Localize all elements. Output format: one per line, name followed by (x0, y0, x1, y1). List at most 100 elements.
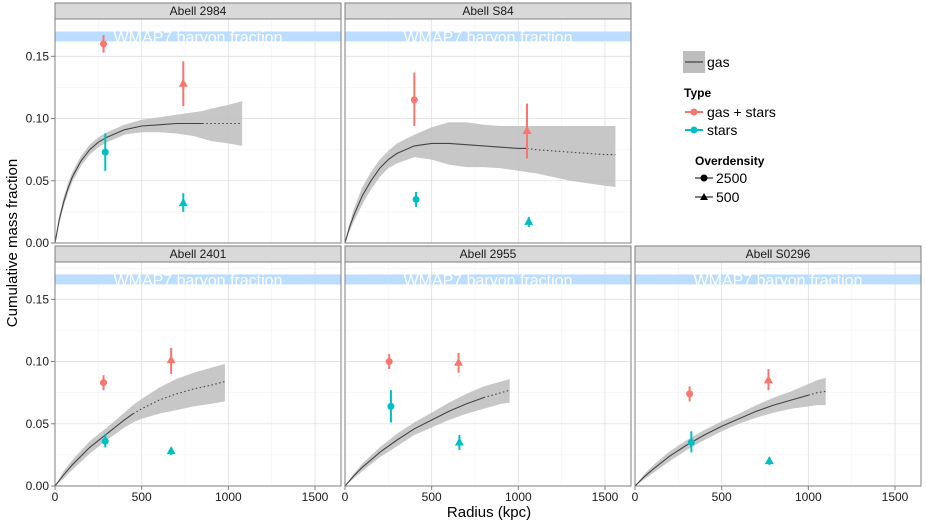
gas-ribbon (55, 101, 243, 243)
wmap7-band-label: WMAP7 baryon fraction (114, 29, 283, 46)
x-axis-title: Radius (kpc) (447, 504, 531, 521)
wmap7-band-label: WMAP7 baryon fraction (114, 272, 283, 289)
y-tick-label: 0.10 (26, 355, 50, 369)
legend-type-title: Type (684, 86, 711, 100)
panel-border (344, 261, 632, 487)
legend: gas Type gas + stars stars Overdensity 2… (683, 51, 776, 205)
legend-overdensity-500-label: 500 (716, 189, 740, 205)
point-gas-stars-500 (166, 355, 176, 364)
y-tick-label: 0.05 (26, 417, 50, 431)
panel-border (634, 261, 922, 487)
y-tick-label: 0.00 (26, 236, 50, 250)
point-gas-stars-500 (763, 375, 773, 384)
legend-type-gas-stars: gas + stars (685, 104, 776, 120)
x-tick-label: 1500 (302, 490, 329, 504)
wmap7-band (635, 274, 921, 285)
x-tick-label: 1000 (215, 490, 242, 504)
panel-title: Abell S0296 (746, 247, 811, 261)
panel-border (344, 18, 632, 244)
x-tick-label: 500 (132, 490, 152, 504)
point-gas-stars-500 (178, 78, 188, 87)
point-stars-2500 (387, 402, 395, 410)
x-tick-label: 1000 (505, 490, 532, 504)
wmap7-band (345, 274, 631, 285)
legend-overdensity-500-triangle (700, 193, 708, 200)
legend-type-stars-label: stars (707, 122, 737, 138)
x-tick-label: 1500 (882, 490, 909, 504)
gas-ribbon (345, 379, 510, 486)
panel-border (54, 261, 342, 487)
y-tick-label: 0.05 (26, 174, 50, 188)
panel-title: Abell 2401 (170, 247, 227, 261)
point-gas-stars-2500 (410, 96, 418, 104)
panel-abell-s0296: Abell S0296 WMAP7 baryon fraction 0 500 1000… (632, 245, 922, 504)
panel-abell-s84: Abell S84 WMAP7 baryon fraction (344, 2, 632, 244)
gas-curve-solid (344, 142, 527, 244)
wmap7-band-label: WMAP7 baryon fraction (694, 272, 863, 289)
point-stars-500 (524, 216, 534, 225)
legend-type-gas-stars-label: gas + stars (707, 104, 776, 120)
gas-curve-dotted (526, 147, 616, 156)
panel-abell-2984: Abell 2984 WMAP7 baryon fraction 0.00 0.05 0… (26, 2, 342, 250)
point-gas-stars-500 (454, 357, 464, 366)
wmap7-band-label: WMAP7 baryon fraction (404, 29, 573, 46)
legend-type-stars: stars (685, 122, 737, 138)
legend-gas-label: gas (707, 54, 730, 70)
gas-ribbon (345, 122, 616, 243)
x-tick-label: 1000 (795, 490, 822, 504)
point-gas-stars-500 (522, 126, 532, 134)
wmap7-band-label: WMAP7 baryon fraction (404, 272, 573, 289)
gas-curve-solid (54, 413, 134, 487)
legend-gas-key: gas (683, 51, 730, 73)
gas-curve-dotted (483, 389, 510, 399)
point-gas-stars-2500 (686, 390, 694, 398)
y-tick-label: 0.00 (26, 479, 50, 493)
panel-title: Abell 2984 (170, 4, 227, 18)
point-stars-2500 (101, 148, 109, 156)
gas-ribbon (635, 377, 826, 486)
wmap7-band (345, 31, 631, 42)
point-stars-2500 (687, 438, 695, 446)
gas-curve-solid (54, 122, 203, 244)
wmap7-band (55, 31, 341, 42)
point-stars-500 (166, 446, 176, 455)
gas-ribbon (55, 364, 225, 486)
point-stars-500 (764, 456, 774, 465)
x-tick-label: 500 (422, 490, 442, 504)
x-tick-label: 0 (52, 490, 59, 504)
point-gas-stars-2500 (100, 379, 108, 387)
gas-curve-solid (634, 394, 809, 487)
point-stars-2500 (412, 195, 420, 203)
panels: Abell 2984 WMAP7 baryon fraction 0.00 0.05 0… (26, 2, 922, 504)
wmap7-band (55, 274, 341, 285)
x-tick-label: 1500 (592, 490, 619, 504)
panel-background (345, 262, 631, 486)
legend-type-stars-dot (690, 126, 698, 134)
point-stars-500 (178, 198, 188, 207)
legend-overdensity-2500: 2500 (695, 170, 747, 186)
point-stars-2500 (101, 437, 109, 445)
point-gas-stars-2500 (100, 40, 108, 48)
y-tick-label: 0.15 (26, 292, 50, 306)
x-tick-label: 0 (342, 490, 349, 504)
y-axis-title: Cumulative mass fraction (4, 159, 21, 327)
point-gas-stars-2500 (385, 358, 393, 366)
panel-abell-2955: Abell 2955 WMAP7 baryon fraction 0 500 1000 1… (342, 245, 632, 504)
panel-title: Abell S84 (462, 4, 514, 18)
panel-title: Abell 2955 (460, 247, 517, 261)
legend-type-gas-stars-dot (690, 108, 698, 116)
point-stars-500 (454, 437, 464, 446)
y-tick-label: 0.10 (26, 112, 50, 126)
panel-abell-2401: Abell 2401 WMAP7 baryon fraction 0.00 0.05 0… (26, 245, 342, 504)
legend-overdensity-500: 500 (695, 189, 740, 205)
y-tick-label: 0.15 (26, 49, 50, 63)
x-tick-label: 0 (632, 490, 639, 504)
x-tick-label: 500 (712, 490, 732, 504)
legend-overdensity-2500-circle (700, 174, 708, 182)
legend-overdensity-title: Overdensity (695, 154, 765, 168)
gas-curve-dotted (808, 390, 826, 396)
legend-overdensity-2500-label: 2500 (716, 170, 747, 186)
panel-border (54, 18, 342, 244)
gas-curve-solid (344, 397, 484, 487)
